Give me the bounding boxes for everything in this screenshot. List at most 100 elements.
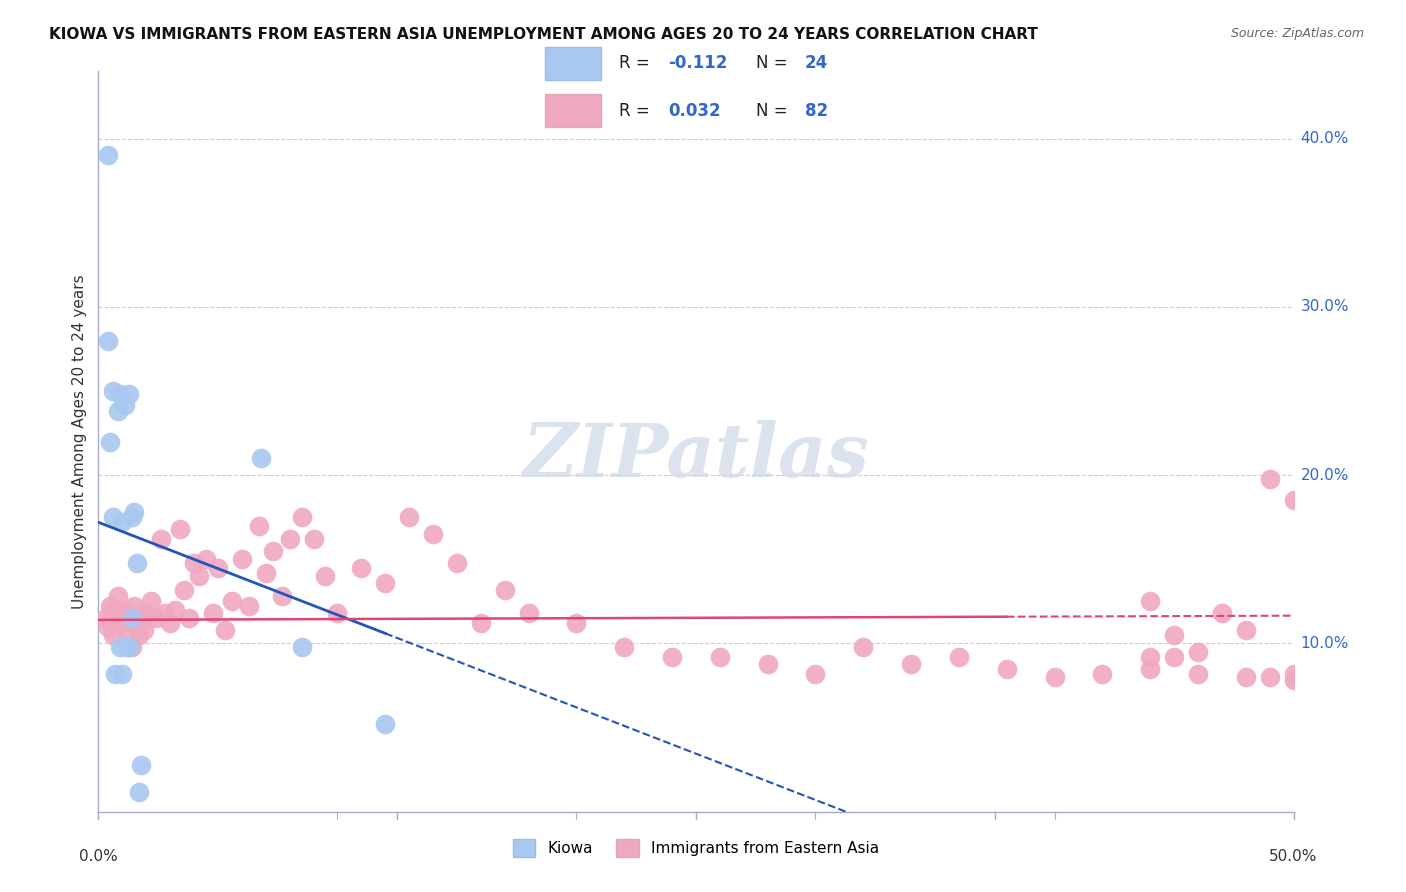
Text: 30.0%: 30.0% xyxy=(1301,300,1350,314)
Point xyxy=(104,611,127,625)
Point xyxy=(111,516,134,530)
Point xyxy=(247,518,270,533)
Point xyxy=(398,510,420,524)
Point xyxy=(1282,673,1305,688)
Point xyxy=(326,606,349,620)
FancyBboxPatch shape xyxy=(544,95,602,127)
Text: R =: R = xyxy=(619,54,655,72)
Point xyxy=(470,616,492,631)
Point xyxy=(709,649,731,664)
Point xyxy=(1091,666,1114,681)
Point xyxy=(262,544,284,558)
Point xyxy=(238,599,260,614)
Text: N =: N = xyxy=(756,102,793,120)
Point xyxy=(1282,666,1305,681)
Point xyxy=(494,582,516,597)
Point xyxy=(159,616,181,631)
Point xyxy=(948,649,970,664)
Point xyxy=(1258,471,1281,485)
Point xyxy=(118,387,141,401)
Point xyxy=(101,510,124,524)
Point xyxy=(155,606,177,620)
Point xyxy=(250,451,273,466)
Point xyxy=(852,640,875,654)
Point xyxy=(661,649,683,664)
Point xyxy=(179,611,201,625)
Point xyxy=(995,662,1018,676)
Text: Source: ZipAtlas.com: Source: ZipAtlas.com xyxy=(1230,27,1364,40)
Point xyxy=(118,611,141,625)
Point xyxy=(1211,606,1233,620)
Point xyxy=(231,552,253,566)
Point xyxy=(202,606,225,620)
Y-axis label: Unemployment Among Ages 20 to 24 years: Unemployment Among Ages 20 to 24 years xyxy=(72,274,87,609)
Point xyxy=(1187,645,1209,659)
Point xyxy=(114,611,136,625)
Point xyxy=(187,569,209,583)
Point xyxy=(131,757,153,772)
Point xyxy=(124,505,146,519)
Point xyxy=(291,640,314,654)
Point xyxy=(114,398,136,412)
Point xyxy=(271,590,294,604)
Point xyxy=(350,560,373,574)
Text: 20.0%: 20.0% xyxy=(1301,467,1350,483)
Point xyxy=(254,566,277,580)
Point xyxy=(135,606,157,620)
Point xyxy=(107,404,129,418)
Text: N =: N = xyxy=(756,54,793,72)
Point xyxy=(1139,594,1161,608)
Point xyxy=(145,611,167,625)
Point xyxy=(121,640,143,654)
Point xyxy=(1234,623,1257,637)
Point xyxy=(374,717,396,731)
Point xyxy=(900,657,922,671)
Point xyxy=(613,640,636,654)
Point xyxy=(195,552,218,566)
Point xyxy=(804,666,827,681)
Point xyxy=(214,623,236,637)
Point xyxy=(446,556,468,570)
Point xyxy=(115,606,138,620)
Point xyxy=(1043,670,1066,684)
Point xyxy=(291,510,314,524)
Point xyxy=(131,611,153,625)
Point xyxy=(183,556,205,570)
Text: ZIPatlas: ZIPatlas xyxy=(523,420,869,492)
Point xyxy=(94,611,117,625)
Point xyxy=(111,603,134,617)
Point xyxy=(149,532,172,546)
Point xyxy=(1234,670,1257,684)
Text: -0.112: -0.112 xyxy=(668,54,727,72)
Point xyxy=(422,527,444,541)
Point xyxy=(125,556,148,570)
Point xyxy=(121,611,143,625)
Point xyxy=(97,148,120,162)
Point xyxy=(374,575,396,590)
Point xyxy=(101,603,124,617)
Legend: Kiowa, Immigrants from Eastern Asia: Kiowa, Immigrants from Eastern Asia xyxy=(506,832,886,863)
Point xyxy=(1282,493,1305,508)
Point xyxy=(101,628,124,642)
Point xyxy=(302,532,325,546)
Point xyxy=(1139,649,1161,664)
FancyBboxPatch shape xyxy=(544,47,602,79)
Point xyxy=(128,784,150,798)
Point xyxy=(1258,670,1281,684)
Point xyxy=(125,619,148,633)
Point xyxy=(108,616,131,631)
Point xyxy=(1163,649,1185,664)
Point xyxy=(98,599,122,614)
Point xyxy=(756,657,779,671)
Point xyxy=(169,522,191,536)
Text: 10.0%: 10.0% xyxy=(1301,636,1350,651)
Text: 0.032: 0.032 xyxy=(668,102,720,120)
Text: R =: R = xyxy=(619,102,655,120)
Point xyxy=(1139,662,1161,676)
Point xyxy=(115,640,138,654)
Point xyxy=(101,384,124,398)
Text: KIOWA VS IMMIGRANTS FROM EASTERN ASIA UNEMPLOYMENT AMONG AGES 20 TO 24 YEARS COR: KIOWA VS IMMIGRANTS FROM EASTERN ASIA UN… xyxy=(49,27,1038,42)
Text: 40.0%: 40.0% xyxy=(1301,131,1350,146)
Point xyxy=(97,334,120,348)
Point xyxy=(221,594,243,608)
